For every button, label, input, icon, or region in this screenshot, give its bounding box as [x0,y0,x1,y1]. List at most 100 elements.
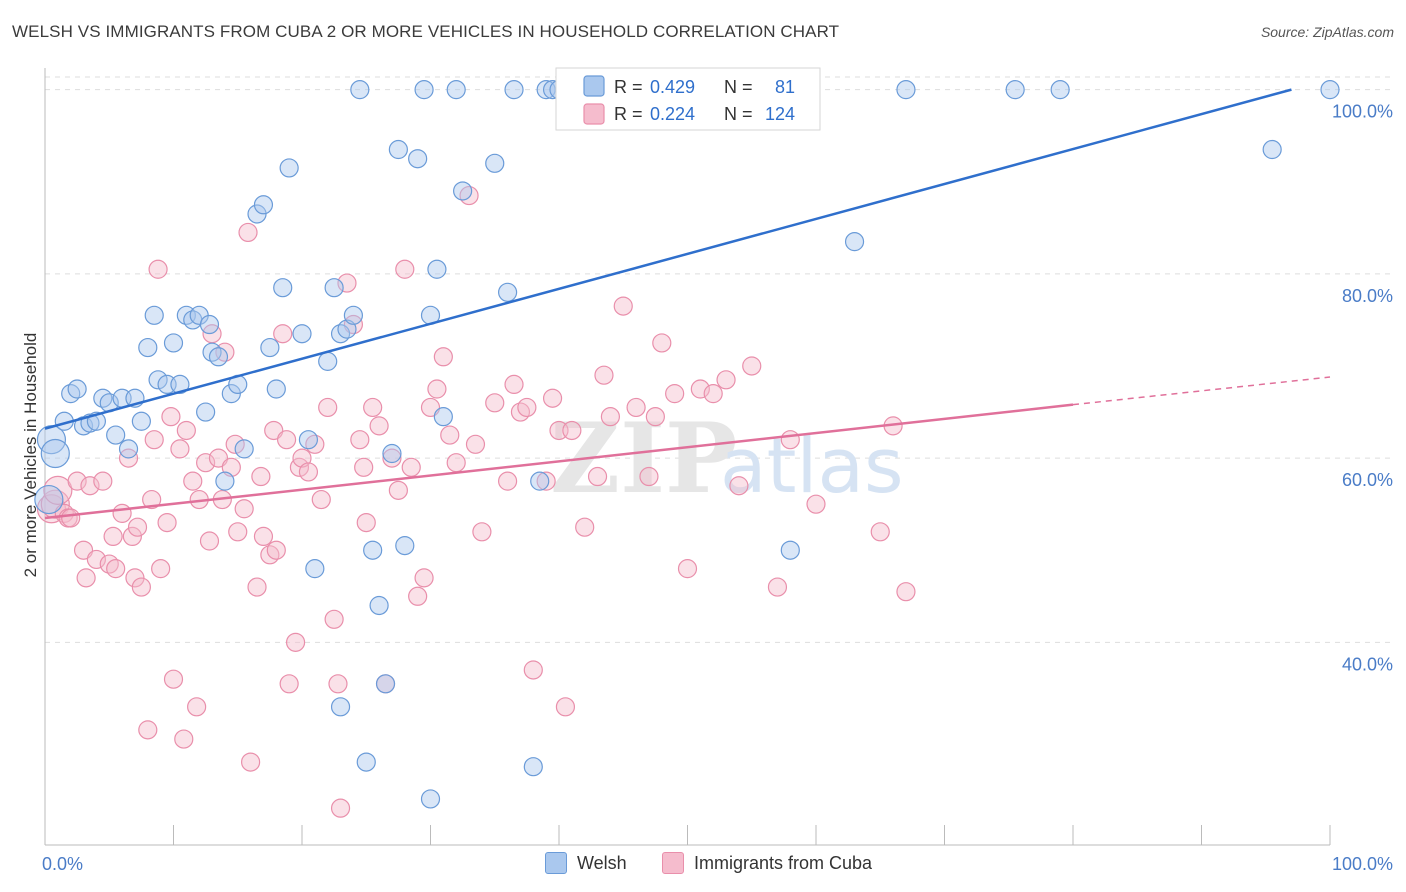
cuba-point-84 [446,453,466,473]
welsh-point-5 [67,379,87,399]
series-legend-cuba-label: Immigrants from Cuba [694,852,873,873]
cuba-point-24 [148,259,168,279]
welsh-point-13 [118,439,139,459]
cuba-point-114 [742,356,762,376]
watermark: ZIP atlas [550,402,904,515]
cuba-point-52 [266,540,286,560]
welsh-point-38 [279,158,299,178]
y-tick-label-1: 60.0% [1342,470,1393,490]
welsh-point-46 [343,305,363,325]
legend-cuba-swatch [583,103,605,125]
cuba-point-98 [562,420,582,441]
welsh-point-51 [375,674,396,694]
welsh-point-34 [253,195,274,215]
y-tick-label-0: 40.0% [1342,654,1393,674]
cuba-point-35 [196,453,216,473]
welsh-point-59 [433,407,453,427]
cuba-point-82 [433,347,453,367]
welsh-point-80 [1320,80,1340,100]
cuba-point-33 [187,697,207,717]
cuba-point-64 [328,674,348,694]
cuba-point-47 [247,577,267,597]
cuba-point-105 [639,466,659,487]
cuba-point-27 [161,407,181,427]
cuba-point-90 [504,374,524,395]
x-tick-label-max: 100.0% [1332,854,1393,874]
welsh-point-53 [388,139,408,160]
axes [44,68,1331,846]
cuba-point-43 [228,522,248,542]
cuba-point-120 [896,582,916,602]
cuba-point-77 [401,457,421,477]
cuba-point-36 [199,531,220,551]
cuba-point-5 [61,508,81,528]
legend-cuba-r-label: R = [614,104,643,124]
cuba-point-48 [251,466,271,487]
cuba-point-68 [350,430,370,450]
welsh-point-55 [408,149,428,169]
cuba-point-71 [363,397,383,418]
welsh-point-25 [196,402,216,422]
welsh-point-49 [363,540,383,560]
cuba-point-78 [408,586,428,606]
cuba-point-30 [174,729,194,749]
cuba-point-11 [93,471,113,491]
cuba-point-62 [318,397,338,418]
legend-welsh-r-label: R = [614,77,643,97]
series-legend-welsh: Welsh [545,852,627,874]
legend-welsh-n-label: N = [724,77,753,97]
welsh-point-20 [163,333,184,353]
y-tick-label-2: 80.0% [1342,286,1393,306]
welsh-point-79 [1262,139,1282,160]
cuba-point-111 [703,384,723,404]
cuba-point-56 [285,632,306,652]
welsh-point-36 [266,379,286,399]
welsh-point-52 [382,443,402,464]
cuba-point-55 [279,674,299,694]
cuba-point-23 [144,430,164,450]
cuba-point-32 [183,471,203,491]
cuba-point-22 [142,489,162,510]
cuba-point-63 [324,609,344,629]
welsh-point-75 [844,232,865,252]
cuba-point-116 [780,430,800,450]
welsh-point-28 [208,347,229,367]
cuba-point-86 [465,434,486,454]
welsh-point-54 [395,536,415,556]
legend-cuba-r-value: 0.224 [650,104,695,124]
cuba-point-81 [427,379,447,399]
cuba-point-99 [575,517,595,537]
cuba-point-31 [176,420,196,441]
cuba-point-17 [122,526,142,547]
series-legend-welsh-swatch [545,852,567,874]
series-legend-cuba-swatch [662,852,684,874]
cuba-point-93 [523,660,543,680]
cuba-point-66 [337,273,357,293]
cuba-point-108 [665,384,685,404]
cuba-point-6 [67,471,87,491]
welsh-point-60 [446,80,466,100]
cuba-point-14 [106,559,126,579]
cuba-point-70 [356,512,376,533]
cuba-point-20 [131,577,151,597]
welsh-point-62 [485,153,505,173]
cuba-point-8 [76,568,96,588]
cuba-point-109 [677,559,698,579]
cuba-point-45 [238,222,258,243]
welsh-point-2 [34,484,64,515]
legend-welsh-r-value: 0.429 [650,77,695,97]
cuba-point-26 [157,512,177,533]
cuba-point-59 [298,462,319,482]
cuba-point-61 [311,489,331,510]
cuba-point-106 [645,407,665,427]
series-legend-welsh-label: Welsh [577,852,627,873]
welsh-point-40 [298,430,319,450]
cuba-trend-line [44,403,1074,520]
cuba-point-19 [127,517,148,537]
cuba-point-28 [163,669,184,689]
cuba-point-25 [151,559,171,579]
cuba-point-89 [498,471,518,491]
cuba-point-94 [536,471,556,491]
welsh-point-35 [260,337,280,358]
